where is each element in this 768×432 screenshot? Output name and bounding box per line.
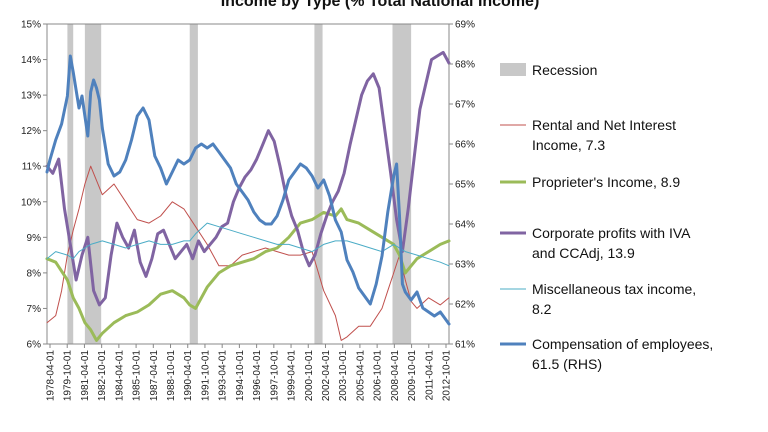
recession-bands [67,24,412,344]
series-line-comp [45,54,451,326]
x-tick-label: 1997-10-01 [269,350,280,402]
legend-label-corporate: and CCAdj, 13.9 [532,245,635,261]
series-line-corporate [45,50,451,307]
legend-label-recession: Recession [532,62,597,78]
x-tick-label: 2012-10-01 [442,350,453,402]
right-tick-label: 65% [455,180,475,191]
x-tick-label: 1996-04-01 [252,350,263,402]
legend-label-misc: Miscellaneous tax income, [532,281,696,297]
left-tick-label: 10% [21,197,41,208]
right-tick-label: 61% [455,340,475,351]
legend-label-misc: 8.2 [532,301,552,317]
plot-border [46,23,450,345]
recession-band [67,24,74,344]
x-tick-label: 1987-04-01 [149,350,160,402]
left-tick-label: 11% [22,162,41,173]
x-tick-label: 1990-04-01 [183,350,194,402]
x-tick-label: 1999-04-01 [287,350,298,402]
recession-band [392,24,412,344]
left-tick-label: 9% [27,233,42,244]
left-tick-label: 7% [27,304,42,315]
right-tick-label: 68% [455,60,475,71]
left-tick-label: 8% [27,268,42,279]
right-y-axis: 61% 62% 63% 64% 65% 66% 67% 68% 69% [449,20,475,351]
left-tick-label: 6% [27,340,42,351]
plot-frame [46,23,450,345]
left-tick-label: 14% [21,55,41,66]
x-tick-label: 1982-10-01 [97,350,108,402]
series-line-rental [46,165,450,341]
legend-label-comp: Compensation of employees, [532,336,713,352]
recession-band [189,24,198,344]
x-tick-label: 2003-10-01 [338,350,349,402]
recession-band [84,24,102,344]
x-axis: 1978-04-01 1979-10-01 1981-04-01 1982-10-01… [46,344,453,401]
x-tick-label: 1981-04-01 [80,350,91,402]
x-tick-label: 1994-10-01 [235,350,246,402]
series-lines [45,50,451,342]
right-tick-label: 69% [455,20,475,31]
x-tick-label: 1985-10-01 [132,350,143,402]
x-tick-label: 1984-04-01 [114,350,125,402]
recession-band [314,24,323,344]
x-tick-label: 2006-10-01 [373,350,384,402]
left-tick-label: 12% [21,126,41,137]
left-tick-label: 15% [21,20,41,31]
legend-label-rental: Income, 7.3 [532,137,605,153]
legend-label-rental: Rental and Net Interest [532,117,676,133]
series-line-misc [46,222,450,267]
x-tick-label: 1988-10-01 [166,350,177,402]
x-tick-label: 1979-10-01 [63,350,74,402]
x-tick-label: 1991-10-01 [200,350,211,402]
left-tick-label: 13% [21,91,41,102]
legend: Recession Rental and Net Interest Income, … [500,62,713,372]
legend-label-comp: 61.5 (RHS) [532,356,602,372]
legend-label-proprietor: Proprieter's Income, 8.9 [532,174,680,190]
right-tick-label: 66% [455,140,475,151]
right-tick-label: 63% [455,260,475,271]
legend-swatch-recession [500,63,526,76]
x-tick-label: 2008-04-01 [390,350,401,402]
left-y-axis: 6% 7% 8% 9% 10% 11% 12% 13% 14% 15% [21,20,47,351]
x-tick-label: 1978-04-01 [46,350,57,402]
x-tick-label: 2009-10-01 [407,350,418,402]
x-tick-label: 2002-04-01 [321,350,332,402]
x-tick-label: 2011-04-01 [424,350,435,401]
right-tick-label: 62% [455,300,475,311]
x-tick-label: 2005-04-01 [355,350,366,402]
legend-label-corporate: Corporate profits with IVA [532,225,691,241]
right-tick-label: 67% [455,100,475,111]
x-tick-label: 2000-10-01 [304,350,315,402]
x-tick-label: 1993-04-01 [218,350,229,402]
chart-title: Income by Type (% Total National Income) [221,0,540,10]
right-tick-label: 64% [455,220,475,231]
